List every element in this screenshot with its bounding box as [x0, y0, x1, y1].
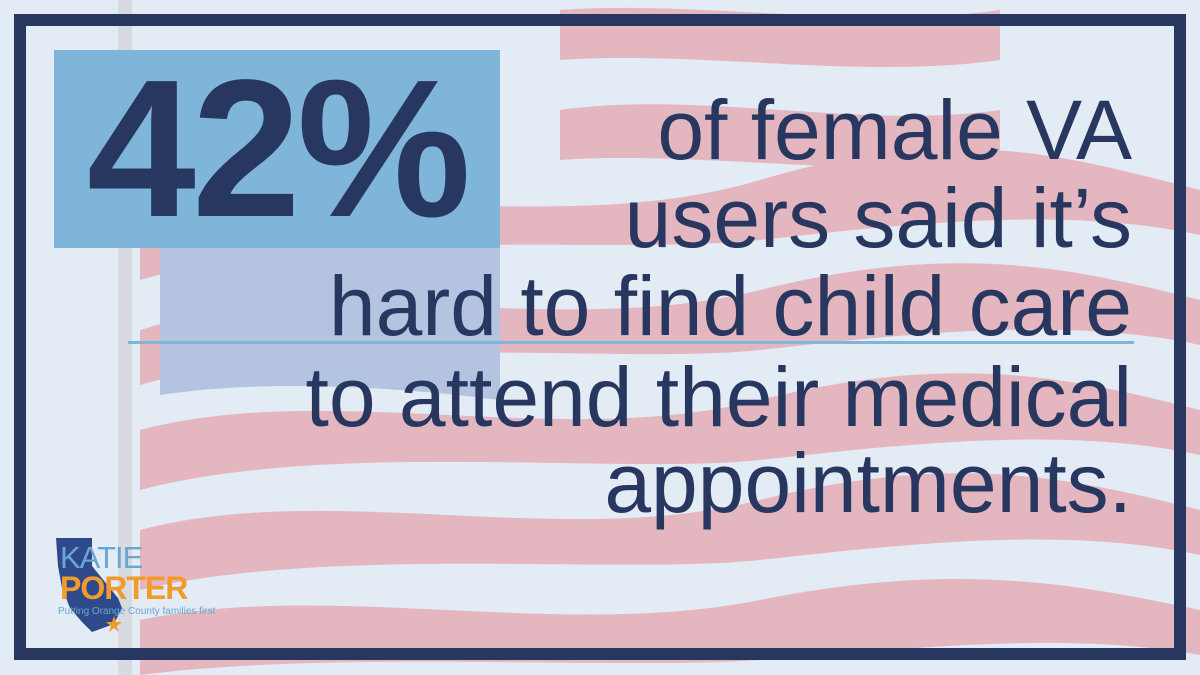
outer-frame: [14, 14, 1186, 660]
headline-underline: [128, 341, 1134, 344]
stat-badge: [54, 50, 500, 248]
headline-line-5: appointments.: [604, 436, 1132, 530]
campaign-logo: KATIE PORTER Putting Orange County famil…: [52, 536, 242, 634]
logo-tagline: Putting Orange County families first: [58, 606, 216, 617]
headline-line-1: of female VA: [657, 83, 1132, 177]
headline-line-2: users said it’s: [624, 171, 1132, 265]
headline-line-3: hard to find child care: [328, 259, 1132, 353]
stat-value: 42%: [86, 39, 471, 258]
logo-first-name: KATIE: [60, 540, 143, 575]
headline-line-4: to attend their medical: [305, 350, 1132, 444]
logo-last-name: PORTER: [60, 570, 188, 606]
california-map-icon: [56, 538, 122, 632]
